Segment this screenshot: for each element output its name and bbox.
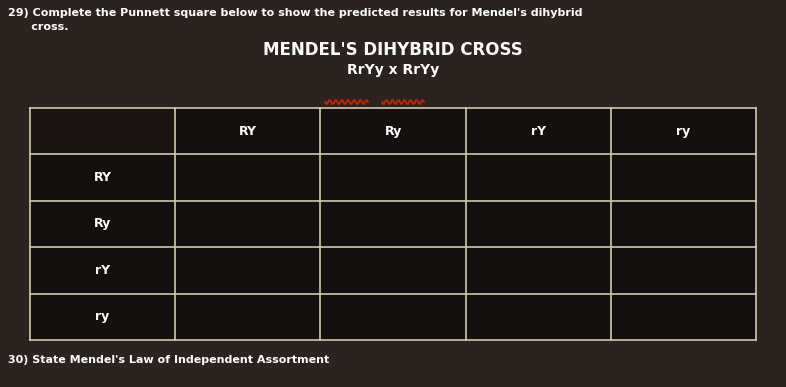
Bar bbox=[321, 155, 465, 200]
Bar bbox=[612, 108, 755, 154]
Bar bbox=[466, 155, 610, 200]
Text: Ry: Ry bbox=[94, 217, 112, 231]
Text: RY: RY bbox=[94, 171, 112, 184]
Bar bbox=[466, 108, 610, 154]
Bar bbox=[321, 108, 465, 154]
Text: RY: RY bbox=[239, 125, 257, 138]
Bar bbox=[466, 248, 610, 293]
Bar bbox=[466, 294, 610, 339]
Bar bbox=[612, 201, 755, 247]
Text: 29) Complete the Punnett square below to show the predicted results for Mendel's: 29) Complete the Punnett square below to… bbox=[8, 8, 582, 18]
Bar bbox=[176, 201, 320, 247]
Bar bbox=[466, 201, 610, 247]
Bar bbox=[612, 294, 755, 339]
Bar bbox=[30, 108, 756, 340]
Bar bbox=[31, 201, 174, 247]
Bar bbox=[321, 201, 465, 247]
Text: rY: rY bbox=[531, 125, 545, 138]
Text: cross.: cross. bbox=[8, 22, 68, 32]
Bar bbox=[176, 294, 320, 339]
Bar bbox=[176, 248, 320, 293]
Bar bbox=[612, 155, 755, 200]
Bar bbox=[176, 155, 320, 200]
Bar bbox=[31, 155, 174, 200]
Text: MENDEL'S DIHYBRID CROSS: MENDEL'S DIHYBRID CROSS bbox=[263, 41, 523, 59]
Bar bbox=[176, 108, 320, 154]
Bar bbox=[612, 248, 755, 293]
Bar bbox=[31, 248, 174, 293]
Bar bbox=[321, 248, 465, 293]
Text: Ry: Ry bbox=[384, 125, 402, 138]
Text: RrYy x RrYy: RrYy x RrYy bbox=[347, 63, 439, 77]
Text: ry: ry bbox=[95, 310, 110, 323]
Text: ry: ry bbox=[676, 125, 691, 138]
Text: rY: rY bbox=[95, 264, 110, 277]
Bar bbox=[321, 294, 465, 339]
Text: 30) State Mendel's Law of Independent Assortment: 30) State Mendel's Law of Independent As… bbox=[8, 355, 329, 365]
Bar bbox=[31, 294, 174, 339]
